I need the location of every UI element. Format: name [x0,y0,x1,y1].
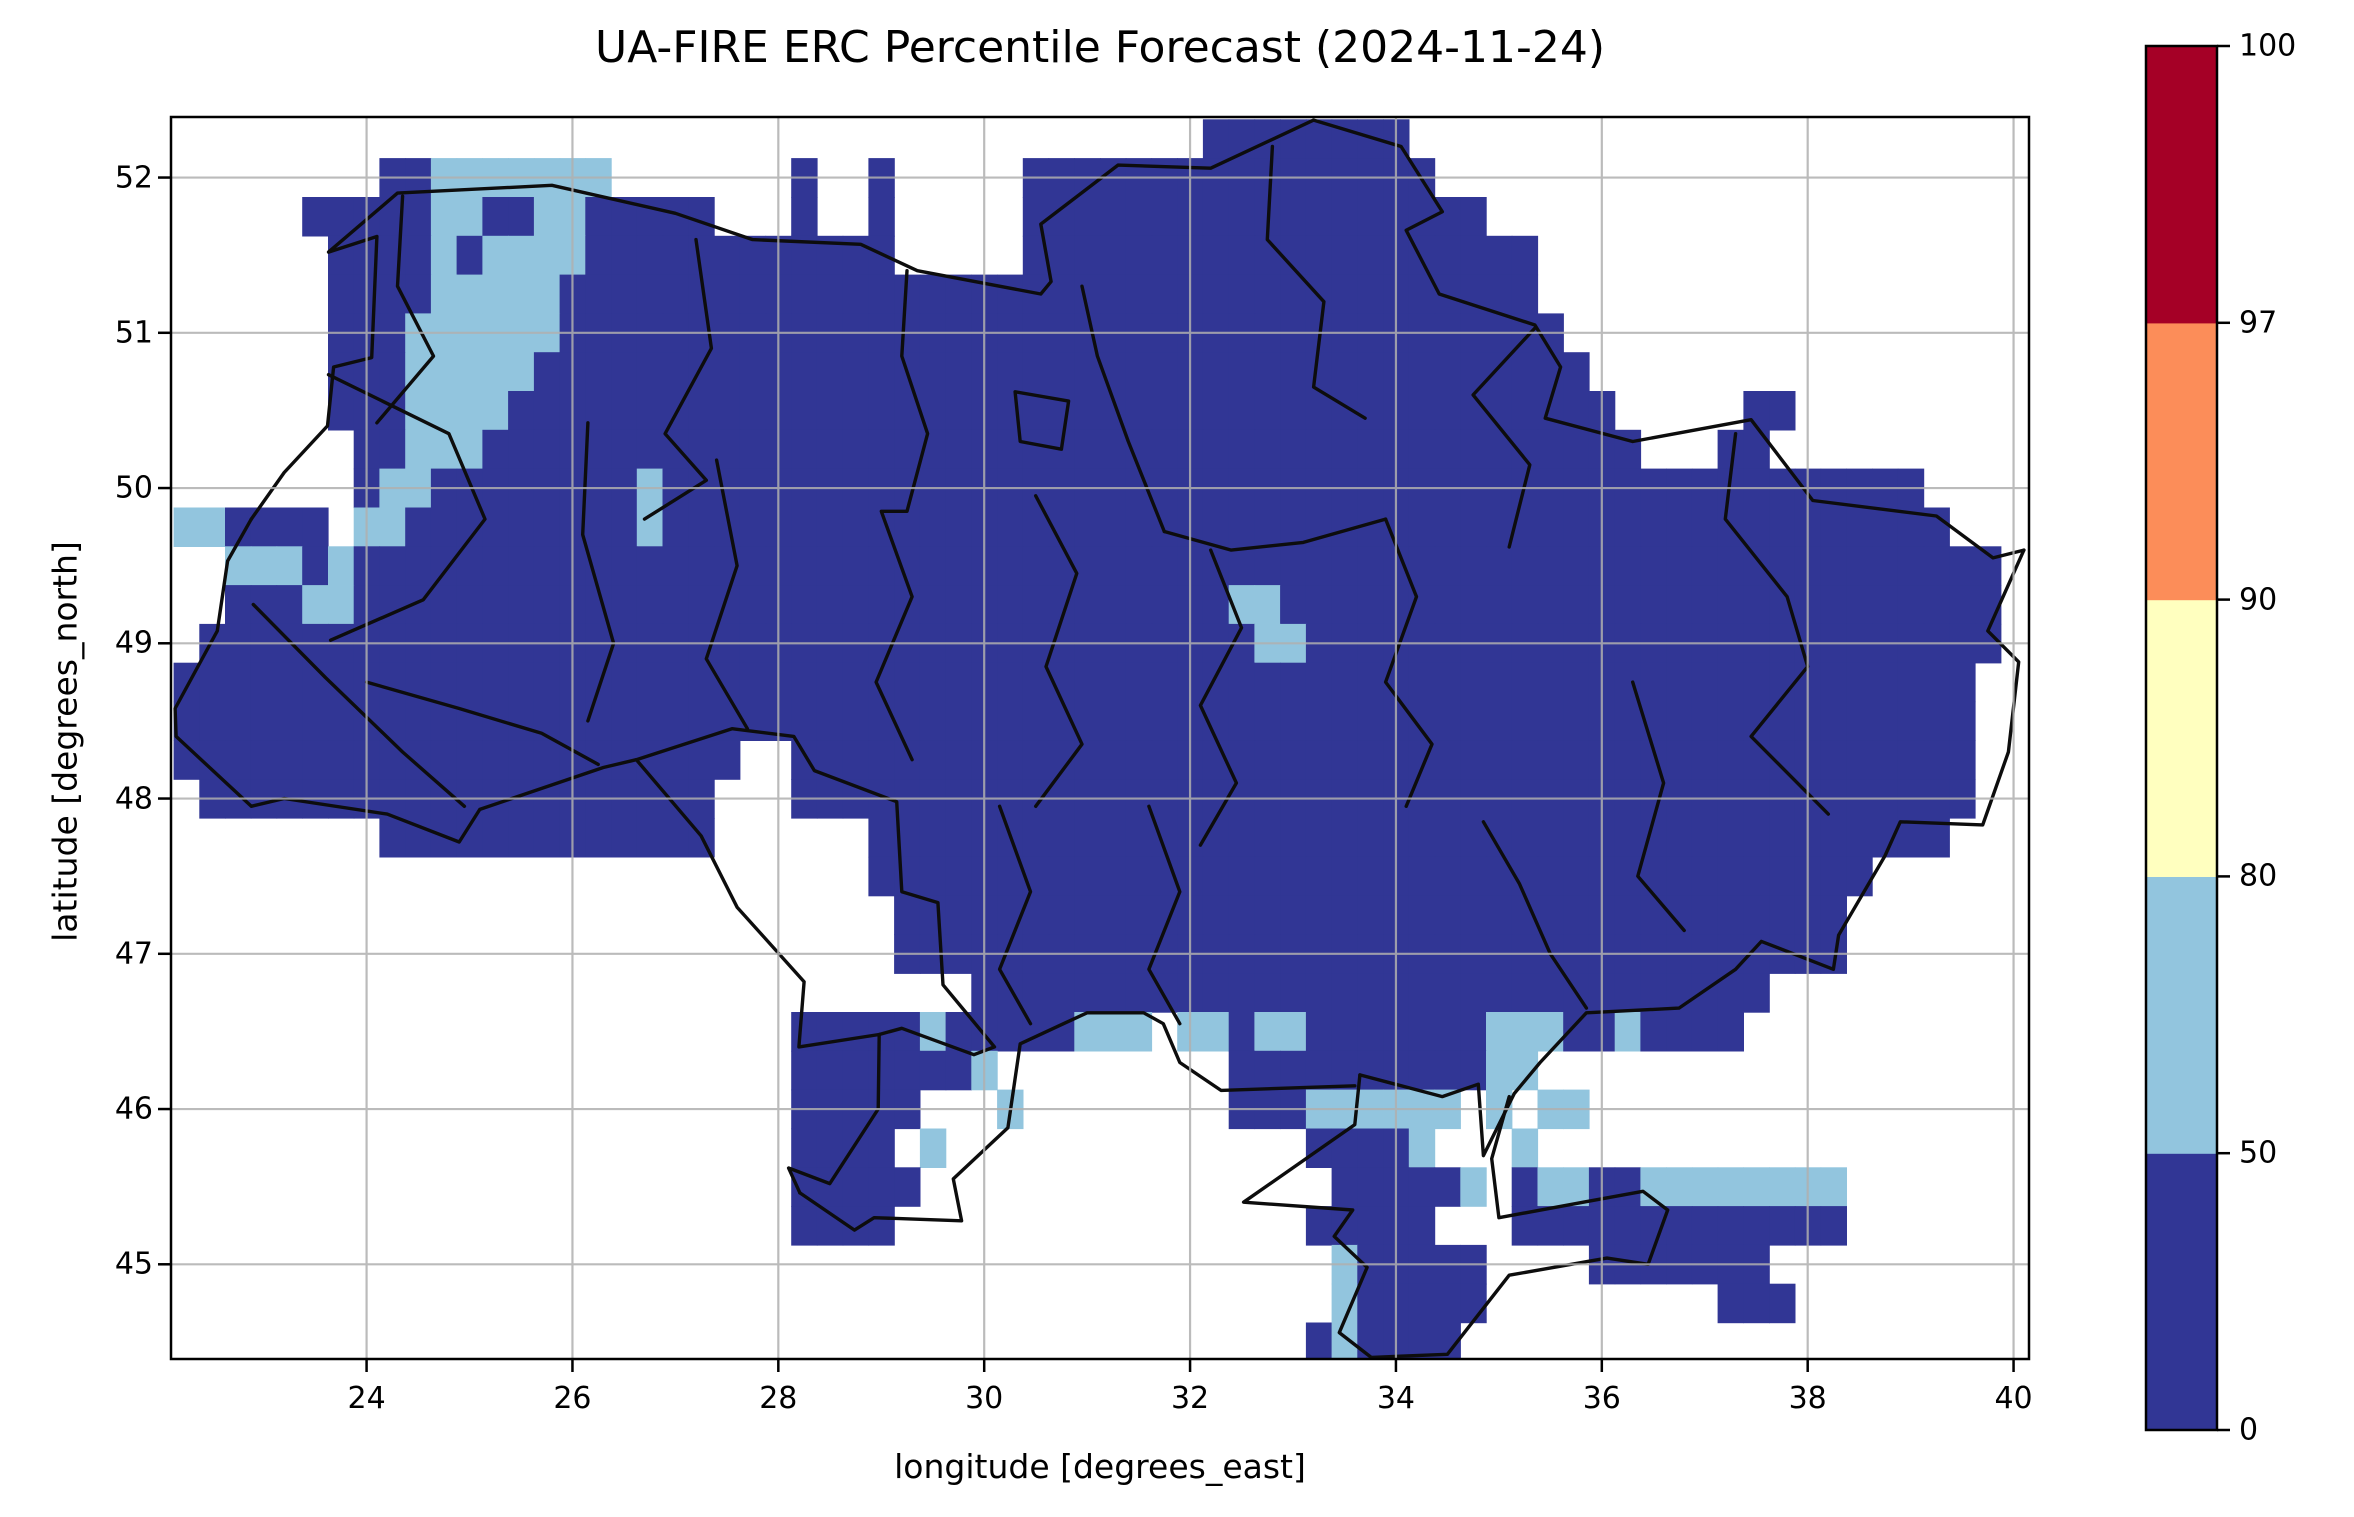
x-tick-label: 32 [1170,1381,1210,1416]
oblast-kirovohrad-dnipro [1198,548,1244,847]
axis-ticks [158,176,2015,1372]
border-east [1358,548,2026,1158]
oblast-khmelnytskyi-vinnytsia [704,458,750,731]
colorbar-tick-label: 0 [2239,1412,2259,1448]
colorbar-tick-label: 97 [2239,305,2278,341]
oblast-zaporizhzhia [1481,820,1589,1010]
oblast-kharkiv-donbas [1723,432,1831,816]
border-danube-west [173,517,881,1195]
y-tick-label: 45 [114,1246,153,1282]
oblast-lviv [326,373,487,642]
oblast-dnipro-donetsk [1630,680,1686,933]
oblast-mykolaiv-kherson [1147,804,1182,1026]
oblast-chernihiv-sumy [1265,144,1367,420]
gridlines [171,117,2029,1359]
border-north [249,118,2026,560]
oblast-boundaries [173,118,2026,1359]
x-tick-label: 34 [1376,1381,1416,1416]
oblast-poltava-dnipro [1383,517,1434,808]
y-tick-label: 46 [114,1091,153,1127]
colorbar-outline [2144,44,2219,1432]
colorbar-tick-label: 50 [2239,1135,2278,1171]
kyiv-city-loop [1013,390,1071,451]
oblast-if-chernivtsi [364,680,600,767]
y-tick-label: 49 [114,625,153,661]
oblast-ternopil-khmelnytskyi [581,421,616,723]
x-axis-label: longitude [degrees_east] [894,1447,1306,1486]
chart-title: UA-FIRE ERC Percentile Forecast (2024-11… [594,22,1606,73]
y-tick-label: 51 [114,315,153,351]
y-tick-label: 48 [114,781,153,817]
oblast-zakarpattia-crest [251,602,467,808]
oblast-rivne-zhytomyr [642,237,714,521]
y-axis-label: latitude [degrees_north] [45,541,85,942]
oblast-cherkasy-kirovohrad [1033,494,1084,808]
colorbar-tick-label: 100 [2239,28,2297,64]
oblast-zhytomyr-kyiv [874,269,930,762]
border-moldova [634,727,997,1057]
oblast-volyn-rivne [375,194,436,425]
y-tick-label: 52 [114,160,153,196]
x-tick-label: 24 [347,1381,386,1416]
y-tick-label: 47 [114,936,153,972]
oblast-kyiv-chernihiv [1080,284,1167,534]
x-tick-label: 36 [1582,1381,1621,1416]
x-tick-label: 40 [1994,1381,2033,1416]
coast-crimea [1241,1073,1670,1359]
oblast-poltava-south [1162,517,1388,552]
y-tick-label: 50 [114,470,153,506]
x-tick-label: 28 [759,1381,798,1416]
x-tick-label: 26 [553,1381,592,1416]
x-tick-label: 38 [1788,1381,1827,1416]
oblast-sumy-kharkiv [1471,326,1537,549]
coast-nw-black-sea [798,1011,1357,1232]
colorbar-tick-label: 80 [2239,858,2278,894]
colorbar-tick-label: 90 [2239,582,2278,618]
colorbar [2144,44,2230,1432]
oblast-odesa-mykolaiv [997,804,1033,1026]
x-tick-label: 30 [965,1381,1004,1416]
plot-frame [169,115,2031,1361]
